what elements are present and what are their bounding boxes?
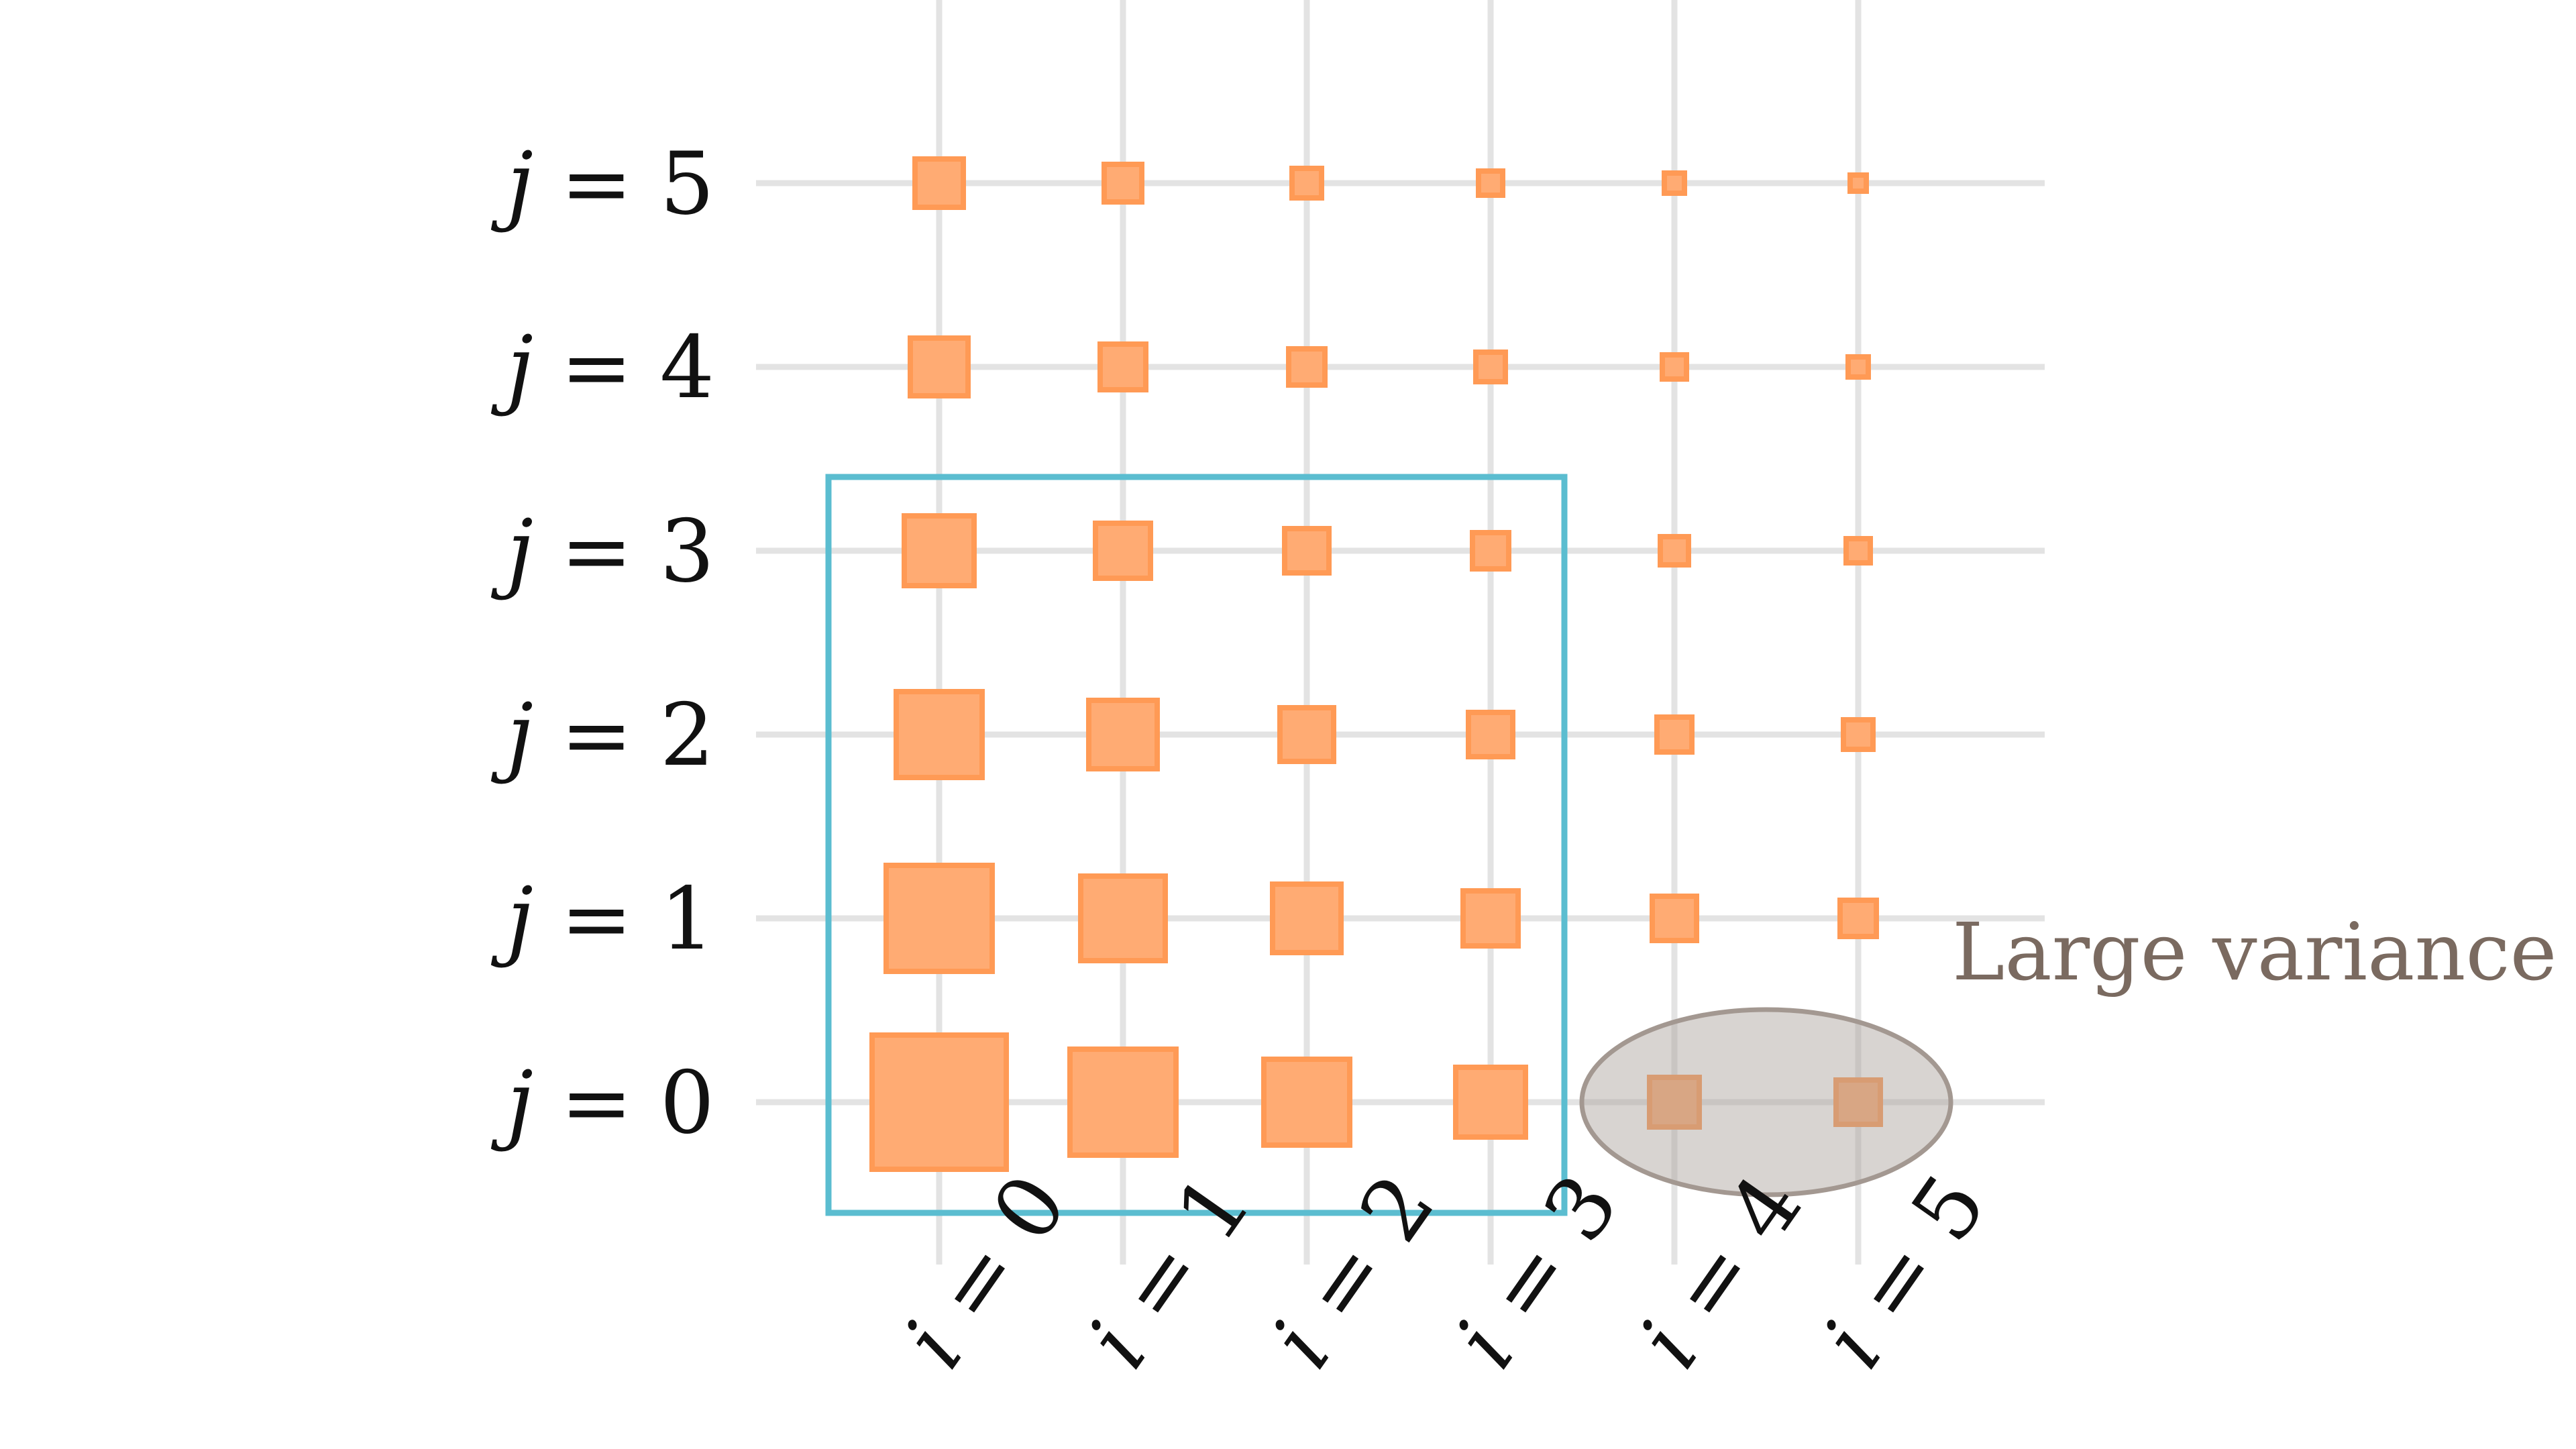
x-label-i0: i = 0: [885, 1157, 1086, 1385]
cell-square-i0-j2: [894, 689, 985, 780]
cell-square-i5-j1: [1837, 898, 1879, 939]
variance-region-layer: [1579, 1007, 1953, 1197]
cell-square-i3-j2: [1466, 710, 1515, 759]
y-label-j4: j = 4: [490, 318, 714, 418]
cell-square-i2-j0: [1261, 1057, 1352, 1148]
cell-square-i2-j3: [1282, 526, 1332, 576]
cell-square-i2-j2: [1277, 705, 1336, 764]
cell-square-i3-j5: [1476, 168, 1505, 198]
grid-lines: [756, 0, 2045, 1265]
highlight-box: [825, 474, 1568, 1216]
y-label-j5: j = 5: [490, 134, 714, 234]
y-label-j2: j = 2: [490, 686, 714, 786]
cell-square-i0-j4: [908, 335, 971, 398]
cell-square-i5-j2: [1841, 717, 1876, 752]
annotation-large-variance: Large variance: [1952, 906, 2557, 998]
y-label-j0: j = 0: [490, 1053, 714, 1153]
cell-square-i1-j2: [1086, 698, 1160, 771]
cell-squares: [869, 156, 1883, 1172]
cell-square-i4-j5: [1662, 170, 1687, 196]
cell-square-i4-j4: [1660, 352, 1689, 382]
x-label-i3: i = 3: [1436, 1157, 1638, 1385]
cell-square-i2-j4: [1286, 346, 1328, 388]
cell-square-i0-j1: [883, 863, 995, 974]
cell-square-i1-j4: [1097, 341, 1148, 392]
cell-square-i5-j0: [1833, 1077, 1883, 1127]
cell-square-i3-j4: [1473, 350, 1508, 384]
variance-ellipse: [1579, 1007, 1953, 1197]
cell-square-i0-j5: [912, 156, 966, 210]
x-label-i2: i = 2: [1252, 1157, 1454, 1385]
highlight-box-layer: [825, 474, 1568, 1216]
cell-square-i5-j3: [1843, 536, 1873, 566]
cell-square-i2-j1: [1270, 881, 1344, 955]
y-axis-labels: j = 0 j = 1 j = 2 j = 3 j = 4 j = 5: [490, 134, 714, 1153]
cell-square-i1-j3: [1093, 521, 1153, 581]
cell-square-i2-j5: [1289, 166, 1324, 201]
y-label-j1: j = 1: [490, 869, 714, 969]
cell-square-i0-j3: [902, 513, 977, 588]
cell-square-i4-j1: [1650, 894, 1699, 943]
cell-square-i3-j0: [1453, 1065, 1528, 1140]
cell-square-i1-j1: [1078, 873, 1168, 963]
cell-square-i3-j3: [1470, 530, 1511, 572]
cell-square-i1-j5: [1102, 162, 1144, 205]
cell-square-i4-j2: [1654, 714, 1695, 755]
x-label-i5: i = 5: [1804, 1157, 2005, 1385]
cell-square-i1-j0: [1067, 1046, 1179, 1158]
x-label-i1: i = 1: [1069, 1157, 1270, 1385]
cell-square-i5-j4: [1845, 354, 1871, 380]
cell-square-i4-j0: [1647, 1075, 1702, 1130]
y-label-j3: j = 3: [490, 502, 714, 602]
cell-square-i3-j1: [1460, 888, 1521, 949]
cell-square-i5-j5: [1847, 172, 1869, 194]
x-axis-labels: i = 0i = 1i = 2i = 3i = 4i = 5: [885, 1157, 2005, 1385]
cell-square-i4-j3: [1658, 534, 1691, 568]
cell-square-i0-j0: [869, 1032, 1009, 1172]
